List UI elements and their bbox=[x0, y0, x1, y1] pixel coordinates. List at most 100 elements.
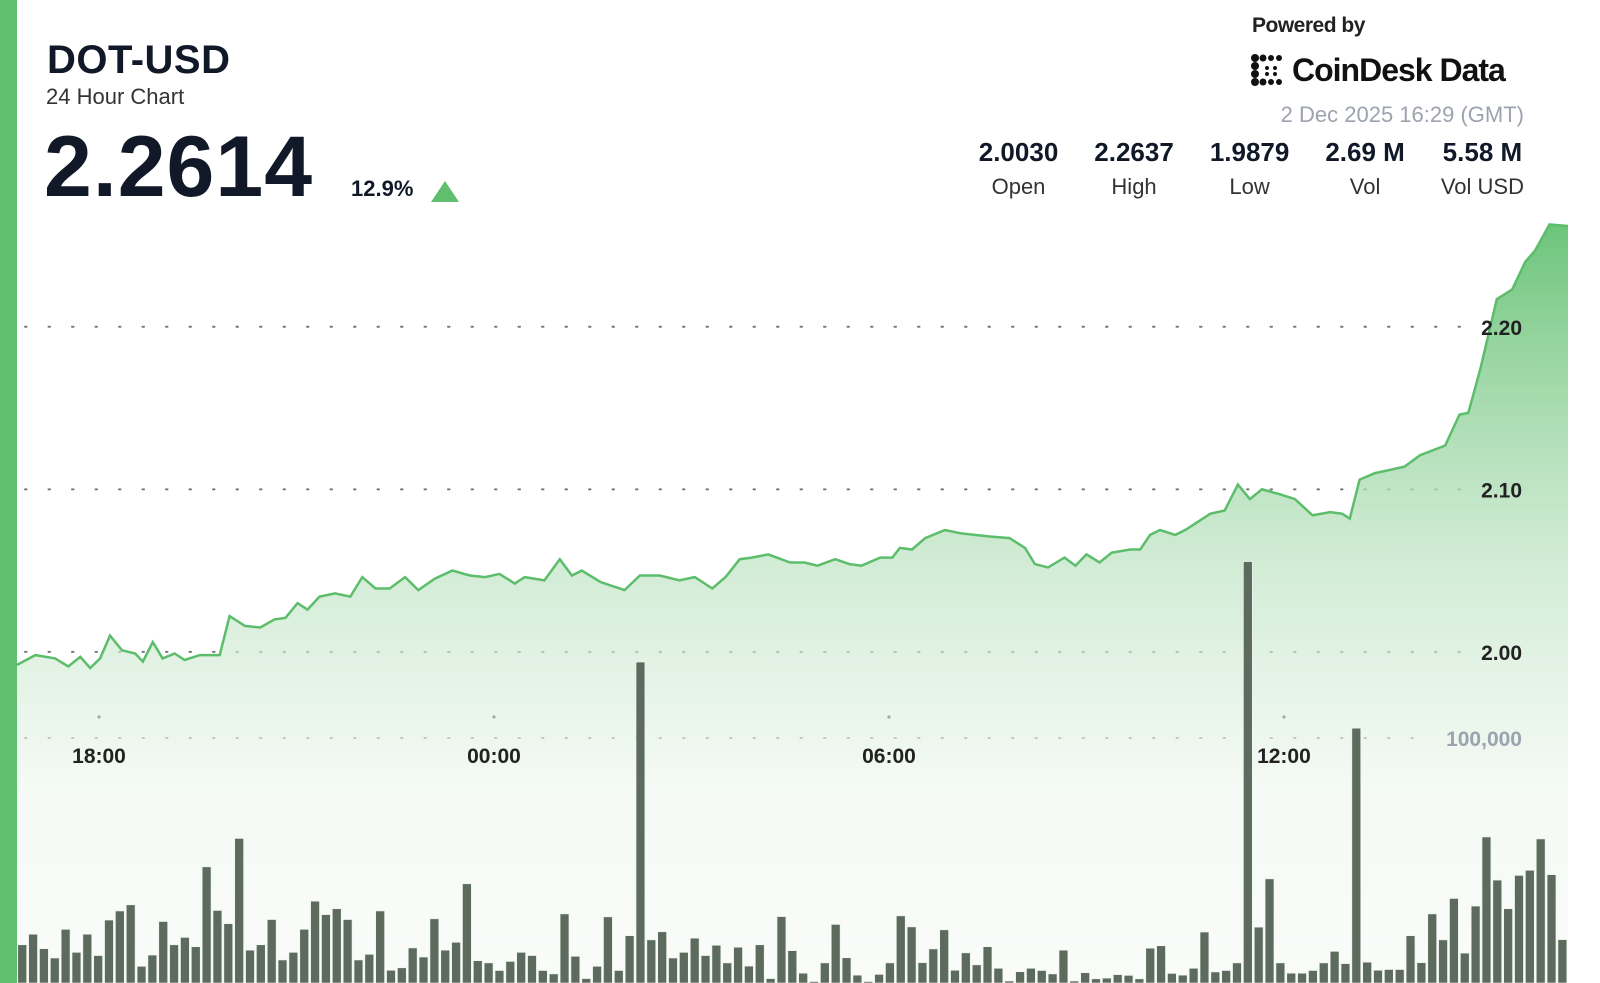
volume-bar bbox=[776, 916, 787, 983]
volume-bar bbox=[332, 908, 342, 983]
volume-bar bbox=[1145, 947, 1155, 983]
volume-bar bbox=[1514, 875, 1524, 983]
volume-bar bbox=[614, 970, 624, 983]
volume-bar bbox=[1232, 962, 1242, 983]
volume-bar bbox=[841, 957, 852, 983]
up-triangle-icon bbox=[431, 181, 459, 202]
volume-bar bbox=[386, 969, 396, 983]
volume-bar bbox=[1416, 962, 1427, 983]
volume-bar bbox=[440, 949, 450, 983]
stat-vol: 2.69 M Vol bbox=[1325, 137, 1405, 200]
stat-open: 2.0030 Open bbox=[979, 137, 1059, 200]
volume-bar bbox=[950, 969, 960, 983]
volume-bar bbox=[635, 661, 646, 983]
volume-bar bbox=[657, 931, 667, 983]
stat-low: 1.9879 Low bbox=[1210, 137, 1290, 200]
volume-bar bbox=[364, 954, 375, 983]
volume-bar bbox=[212, 910, 223, 983]
volume-bar bbox=[700, 955, 711, 983]
stat-label: Open bbox=[991, 174, 1046, 199]
volume-bar bbox=[1037, 970, 1047, 983]
accent-bar bbox=[0, 0, 17, 983]
volume-bar bbox=[321, 914, 331, 983]
stat-label: High bbox=[1111, 174, 1157, 199]
volume-bar bbox=[473, 960, 483, 983]
volume-bar bbox=[136, 966, 147, 983]
volume-bar bbox=[993, 967, 1004, 983]
price-change: 12.9% bbox=[351, 176, 414, 201]
volume-bar bbox=[852, 974, 863, 983]
volume-bar bbox=[266, 919, 277, 983]
volume-bar bbox=[451, 942, 461, 983]
volume-bar bbox=[1091, 978, 1101, 983]
coindesk-logo-icon bbox=[1251, 53, 1282, 86]
timestamp: 2 Dec 2025 16:29 (GMT) bbox=[1280, 102, 1524, 127]
volume-bar bbox=[1026, 967, 1036, 983]
volume-bar bbox=[397, 967, 407, 983]
stats-row: 2.0030 Open 2.2637 High 1.9879 Low 2.69 M Vo… bbox=[943, 137, 1524, 200]
volume-bar bbox=[299, 929, 309, 983]
volume-bar bbox=[765, 978, 776, 983]
volume-bar bbox=[1178, 974, 1188, 983]
volume-bar bbox=[689, 937, 700, 983]
time-tick-label: 12:00 bbox=[1257, 745, 1311, 768]
volume-bar bbox=[115, 910, 125, 983]
volume-bar bbox=[191, 946, 201, 983]
volume-bar bbox=[28, 933, 38, 983]
brand-name: CoinDesk Data bbox=[1292, 52, 1506, 88]
volume-bar bbox=[559, 913, 570, 983]
volume-bar bbox=[711, 944, 722, 983]
volume-bar bbox=[342, 919, 353, 983]
volume-bar bbox=[646, 939, 657, 983]
volume-bar bbox=[1384, 969, 1394, 983]
volume-bar bbox=[483, 962, 494, 983]
volume-bar bbox=[1080, 972, 1090, 983]
volume-bar bbox=[505, 961, 516, 983]
volume-bar bbox=[256, 944, 266, 983]
volume-bar bbox=[971, 964, 982, 983]
volume-bar bbox=[1492, 879, 1503, 983]
price-tick-label: 2.00 bbox=[1481, 642, 1522, 665]
current-price: 2.2614 bbox=[44, 119, 314, 215]
volume-bar bbox=[592, 966, 602, 983]
volume-bar bbox=[570, 955, 581, 983]
volume-bar bbox=[1394, 969, 1405, 983]
volume-bar bbox=[169, 944, 179, 983]
volume-bar bbox=[809, 981, 819, 983]
volume-bar bbox=[104, 919, 114, 983]
volume-bar bbox=[158, 921, 168, 983]
volume-bar bbox=[418, 956, 429, 983]
volume-bar bbox=[82, 933, 93, 983]
volume-bar bbox=[1134, 978, 1145, 983]
volume-bar bbox=[1199, 931, 1210, 983]
coindesk-logo: CoinDesk Data bbox=[1250, 52, 1506, 89]
volume-bar bbox=[60, 929, 71, 983]
stat-vol-usd: 5.58 M Vol USD bbox=[1441, 137, 1524, 200]
volume-bar bbox=[353, 959, 364, 983]
volume-bar bbox=[1427, 913, 1437, 983]
price-tick-label: 2.10 bbox=[1481, 479, 1522, 502]
volume-bar bbox=[1188, 967, 1199, 983]
stat-high: 2.2637 High bbox=[1094, 137, 1174, 200]
volume-bar bbox=[277, 959, 288, 983]
volume-bar bbox=[928, 948, 939, 983]
volume-bar bbox=[885, 962, 895, 983]
volume-bar bbox=[223, 923, 234, 983]
volume-bar bbox=[1351, 727, 1362, 983]
stat-value: 2.0030 bbox=[978, 137, 1059, 167]
volume-bar bbox=[288, 952, 299, 983]
volume-bar bbox=[1308, 970, 1318, 983]
volume-bar bbox=[1535, 838, 1546, 983]
volume-bar bbox=[538, 970, 548, 983]
volume-bar bbox=[581, 978, 591, 983]
volume-bar bbox=[93, 955, 103, 983]
volume-bar bbox=[407, 947, 418, 983]
volume-bar bbox=[603, 916, 613, 983]
volume-bar bbox=[798, 972, 808, 983]
volume-bar bbox=[744, 965, 754, 983]
volume-bar bbox=[1156, 945, 1166, 983]
volume-bar bbox=[982, 946, 993, 983]
volume-bar bbox=[830, 924, 841, 983]
volume-bar bbox=[39, 948, 49, 983]
